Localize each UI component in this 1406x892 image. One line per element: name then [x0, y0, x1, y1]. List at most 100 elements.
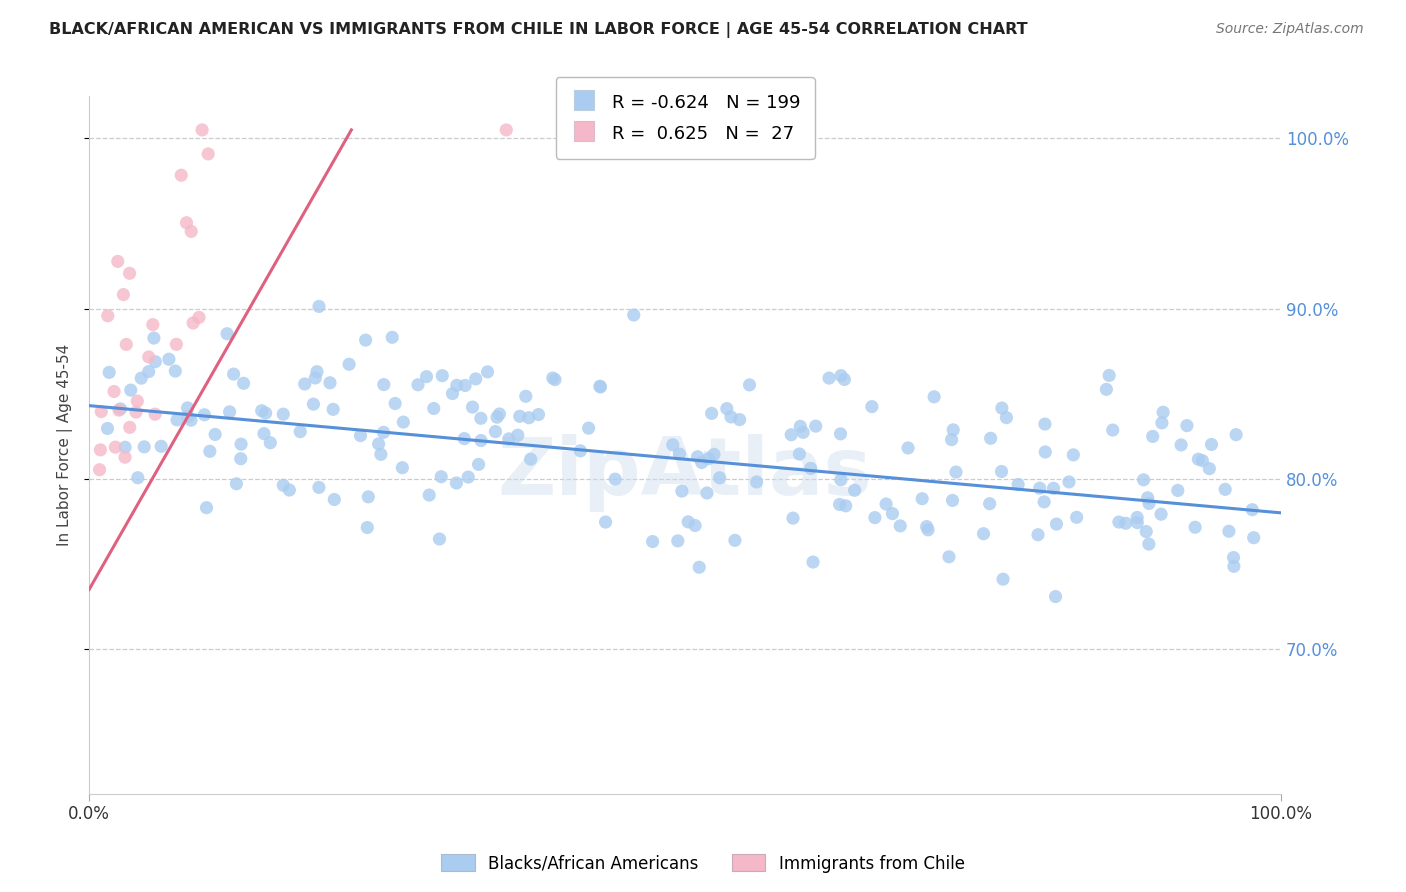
- Point: [217, 326, 239, 341]
- Point: [180, 224, 202, 238]
- Point: [488, 407, 510, 421]
- Point: [991, 572, 1014, 586]
- Point: [1170, 438, 1192, 452]
- Point: [1028, 481, 1050, 495]
- Point: [259, 435, 281, 450]
- Point: [789, 447, 811, 461]
- Point: [818, 371, 841, 385]
- Point: [1191, 453, 1213, 467]
- Point: [716, 401, 738, 416]
- Point: [623, 308, 645, 322]
- Point: [302, 397, 325, 411]
- Point: [1241, 502, 1264, 516]
- Point: [1095, 382, 1118, 396]
- Point: [222, 367, 245, 381]
- Point: [515, 389, 537, 403]
- Point: [720, 409, 742, 424]
- Point: [780, 427, 803, 442]
- Point: [860, 400, 883, 414]
- Point: [180, 413, 202, 427]
- Point: [250, 403, 273, 417]
- Point: [527, 408, 550, 422]
- Point: [1101, 423, 1123, 437]
- Point: [1167, 483, 1189, 498]
- Point: [157, 352, 180, 367]
- Point: [897, 441, 920, 455]
- Point: [188, 310, 211, 325]
- Point: [724, 533, 747, 548]
- Point: [354, 333, 377, 347]
- Point: [107, 254, 129, 268]
- Point: [470, 411, 492, 425]
- Point: [641, 534, 664, 549]
- Point: [138, 350, 160, 364]
- Point: [193, 408, 215, 422]
- Point: [980, 431, 1002, 445]
- Point: [1150, 507, 1173, 521]
- Point: [1222, 550, 1244, 565]
- Point: [589, 379, 612, 393]
- Point: [114, 440, 136, 454]
- Point: [118, 266, 141, 280]
- Point: [1062, 448, 1084, 462]
- Point: [134, 440, 156, 454]
- Point: [863, 510, 886, 524]
- Point: [1198, 461, 1220, 475]
- Point: [110, 401, 132, 416]
- Point: [942, 423, 965, 437]
- Text: BLACK/AFRICAN AMERICAN VS IMMIGRANTS FROM CHILE IN LABOR FORCE | AGE 45-54 CORRE: BLACK/AFRICAN AMERICAN VS IMMIGRANTS FRO…: [49, 22, 1028, 38]
- Point: [605, 472, 627, 486]
- Point: [218, 405, 240, 419]
- Point: [176, 401, 198, 415]
- Legend: Blacks/African Americans, Immigrants from Chile: Blacks/African Americans, Immigrants fro…: [434, 847, 972, 880]
- Point: [432, 368, 454, 383]
- Point: [1045, 517, 1067, 532]
- Point: [114, 450, 136, 465]
- Point: [578, 421, 600, 435]
- Point: [195, 500, 218, 515]
- Point: [143, 407, 166, 421]
- Point: [470, 434, 492, 448]
- Point: [467, 458, 489, 472]
- Point: [782, 511, 804, 525]
- Point: [1045, 590, 1067, 604]
- Point: [941, 433, 963, 447]
- Point: [477, 365, 499, 379]
- Point: [828, 498, 851, 512]
- Point: [181, 316, 204, 330]
- Point: [1098, 368, 1121, 383]
- Text: ZipAtlas: ZipAtlas: [498, 434, 872, 512]
- Point: [830, 426, 852, 441]
- Point: [844, 483, 866, 498]
- Point: [461, 400, 484, 414]
- Point: [304, 371, 326, 385]
- Point: [143, 354, 166, 368]
- Point: [464, 372, 486, 386]
- Point: [170, 168, 193, 182]
- Point: [589, 380, 612, 394]
- Point: [308, 300, 330, 314]
- Legend: R = -0.624   N = 199, R =  0.625   N =  27: R = -0.624 N = 199, R = 0.625 N = 27: [555, 77, 814, 159]
- Point: [423, 401, 446, 416]
- Point: [278, 483, 301, 497]
- Point: [356, 520, 378, 534]
- Point: [323, 492, 346, 507]
- Point: [686, 450, 709, 464]
- Point: [671, 484, 693, 499]
- Point: [253, 426, 276, 441]
- Point: [142, 318, 165, 332]
- Point: [709, 471, 731, 485]
- Point: [915, 519, 938, 533]
- Point: [373, 425, 395, 440]
- Point: [697, 451, 720, 466]
- Point: [177, 409, 200, 424]
- Point: [801, 555, 824, 569]
- Point: [495, 123, 517, 137]
- Point: [229, 451, 252, 466]
- Point: [941, 493, 963, 508]
- Point: [498, 432, 520, 446]
- Point: [176, 216, 198, 230]
- Point: [429, 532, 451, 546]
- Point: [97, 309, 120, 323]
- Point: [1033, 417, 1056, 431]
